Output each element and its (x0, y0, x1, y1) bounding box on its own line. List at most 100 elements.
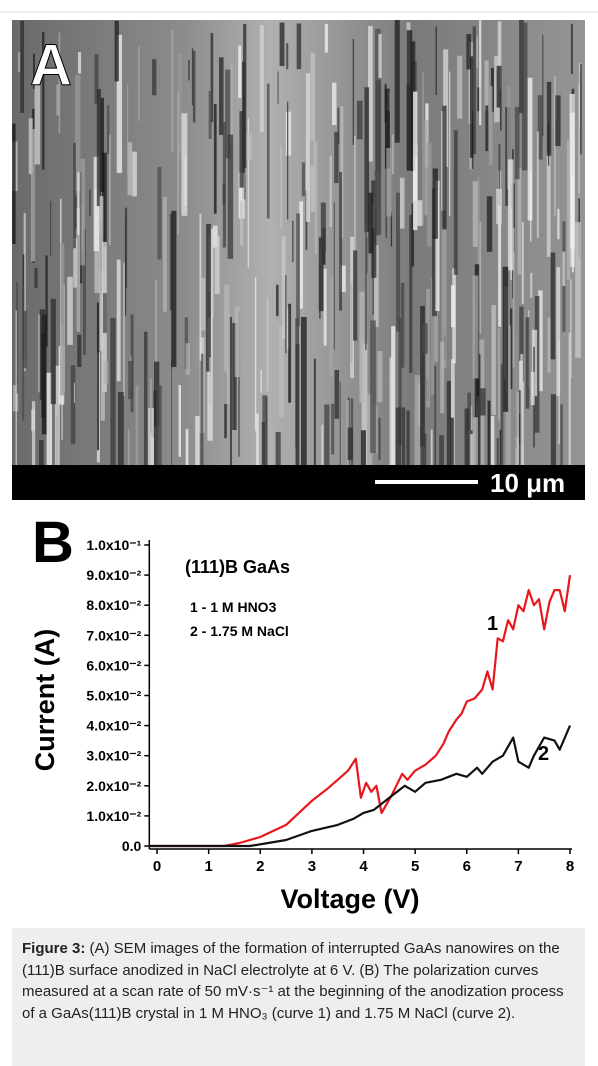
sem-streak (575, 222, 581, 358)
x-tick-label: 1 (204, 858, 212, 875)
sem-streak (200, 353, 204, 465)
sem-streak (490, 416, 495, 465)
sem-streak (498, 170, 502, 327)
sem-streak (150, 378, 152, 433)
sem-streak (227, 134, 234, 259)
annotation: (111)B GaAs (185, 557, 290, 577)
sem-streak (371, 180, 377, 278)
sem-streak (554, 75, 556, 217)
sem-streak (262, 395, 268, 465)
sem-streak (177, 91, 180, 235)
sem-streak (214, 236, 220, 294)
sem-streak (148, 407, 154, 465)
sem-streak (530, 272, 533, 298)
sem-streak (281, 235, 286, 340)
sem-streak (162, 196, 167, 312)
sem-streak (420, 433, 427, 465)
sem-streak (446, 380, 451, 465)
sem-streak (240, 200, 244, 246)
sem-streak (448, 71, 451, 217)
sem-streak (292, 220, 294, 263)
y-tick-label: 6.0x10⁻² (86, 657, 141, 673)
sem-streak (12, 385, 19, 412)
sem-streak (525, 317, 530, 409)
sem-streak (100, 325, 105, 421)
sem-streak (127, 429, 130, 465)
sem-streak (23, 310, 27, 369)
sem-streak (296, 213, 300, 327)
sem-streak (527, 77, 533, 221)
sem-streak (124, 207, 128, 289)
sem-streak (517, 167, 522, 275)
sem-streak (127, 142, 133, 196)
sem-streak (82, 229, 86, 355)
sem-streak (171, 359, 173, 465)
sem-streak (185, 428, 189, 465)
sem-streak (417, 200, 423, 226)
sem-streak (441, 226, 447, 369)
sem-streak (550, 394, 557, 465)
sem-streak (96, 89, 101, 207)
sem-streak (77, 52, 82, 74)
sem-streak (472, 26, 476, 155)
y-tick-label: 9.0x10⁻² (86, 567, 141, 583)
sem-streak (127, 84, 129, 177)
sem-streak (426, 288, 430, 408)
sem-streak (319, 264, 321, 319)
x-tick-label: 6 (463, 858, 471, 875)
sem-streak (334, 131, 339, 184)
sem-streak (143, 331, 148, 465)
sem-streak (557, 208, 560, 240)
caption-label: Figure 3: (22, 940, 86, 957)
sem-streak (333, 202, 335, 350)
sem-streak (31, 401, 36, 465)
x-tick-label: 0 (153, 858, 161, 875)
sem-streak (399, 177, 405, 229)
sem-streak (350, 236, 354, 379)
sem-streak (324, 23, 328, 53)
sem-streak (307, 347, 310, 400)
sem-streak (422, 323, 428, 354)
sem-streak (384, 88, 390, 169)
sem-streak (247, 118, 250, 268)
sem-streak (394, 20, 400, 143)
sem-streak (128, 360, 134, 400)
sem-streak (116, 259, 121, 382)
sem-streak (329, 155, 332, 228)
sem-streak (210, 33, 214, 123)
sem-streak (339, 172, 343, 311)
sem-streak (153, 390, 159, 465)
annotation: 1 (487, 613, 498, 635)
series-line (149, 725, 572, 848)
sem-streak (241, 354, 247, 377)
sem-streak (424, 120, 429, 216)
sem-streak (542, 34, 544, 137)
sem-streak (296, 23, 302, 70)
sem-streak (41, 333, 46, 418)
y-tick-label: 8.0x10⁻² (86, 597, 141, 613)
sem-streak (171, 29, 174, 152)
sem-streak (579, 64, 582, 155)
sem-streak (42, 31, 45, 170)
sem-streak (360, 430, 366, 465)
sem-streak (477, 87, 481, 112)
panel-label: A (30, 33, 72, 98)
sem-streak (56, 84, 60, 116)
sem-streak (514, 106, 520, 180)
sem-streak (500, 65, 502, 131)
sem-streak (476, 36, 478, 68)
sem-streak (431, 188, 438, 317)
sem-streak (102, 152, 107, 247)
chart: 0.0 1.0x10⁻² 2.0x10⁻² 3.0x10⁻² 4.0x10⁻² 5.0x1… (30, 510, 574, 914)
sem-streak (502, 266, 509, 412)
sem-streak (266, 83, 270, 219)
sem-streak (16, 281, 19, 394)
sem-streak (208, 91, 212, 140)
sem-streak (507, 159, 514, 271)
sem-streak (50, 298, 56, 405)
sem-streak (28, 118, 33, 175)
sem-streak (58, 32, 61, 134)
sem-streak (324, 404, 330, 465)
sem-streak (93, 156, 99, 252)
sem-streak (469, 56, 474, 158)
